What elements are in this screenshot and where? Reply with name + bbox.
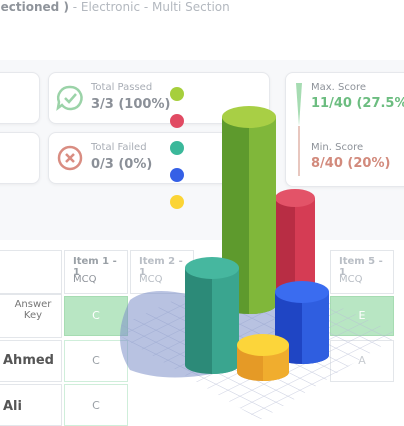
row-label: Ali: [3, 399, 22, 414]
row-label: Answer Key: [14, 299, 52, 321]
top: [275, 281, 329, 303]
dot: [170, 168, 184, 182]
failed-icon: [57, 145, 83, 171]
top: [222, 106, 276, 128]
row-label: Ahmed: [3, 353, 54, 368]
score-bar: [296, 83, 302, 176]
card-clipped: [0, 72, 40, 124]
max-value: 11/40 (27.5%): [311, 96, 404, 111]
answer: A: [358, 354, 366, 367]
passed-icon: [56, 85, 83, 111]
failed-label: Total Failed: [91, 142, 147, 153]
row-label-cell: Ahmed: [0, 340, 62, 382]
passed-value: 3/3 (100%): [91, 97, 171, 112]
min-label: Min. Score: [311, 142, 364, 153]
page-title: Sectioned ) - Electronic - Multi Section: [0, 0, 230, 14]
top: [237, 334, 289, 356]
dot: [170, 195, 184, 209]
item-type: MCQ: [339, 274, 363, 285]
min-value: 8/40 (20%): [311, 156, 391, 171]
dot: [170, 114, 184, 128]
title-rest: - Electronic - Multi Section: [72, 0, 230, 14]
top: [275, 189, 315, 207]
bar-top: [296, 83, 302, 126]
answer: C: [92, 399, 100, 412]
bubble: [56, 85, 83, 111]
body-light: [249, 117, 276, 314]
cylinder-red: [275, 189, 315, 305]
failed-value: 0/3 (0%): [91, 157, 153, 172]
passed-card: Total Passed 3/3 (100%): [48, 72, 270, 124]
passed-label: Total Passed: [91, 82, 153, 93]
cylinder-teal: [185, 257, 239, 374]
corner-cell: [0, 250, 62, 294]
header-cell: Item 2 - 1 MCQ: [130, 250, 194, 294]
card-clipped: [0, 132, 40, 184]
item-header: Item 5 - 1: [339, 256, 383, 278]
item-header: Item 1 - 1: [73, 256, 117, 278]
answer-cell: C: [64, 340, 128, 382]
top: [185, 257, 239, 279]
body-light: [212, 268, 239, 374]
header-cell: Item 1 - 1 MCQ: [64, 250, 128, 294]
check: [64, 93, 77, 104]
item-type: MCQ: [73, 274, 97, 285]
header-cell: Item 5 - 1 MCQ: [330, 250, 394, 294]
dot: [170, 87, 184, 101]
cylinder-yellow: [237, 334, 289, 381]
item-type: MCQ: [139, 274, 163, 285]
row-label-cell: Answer Key: [0, 294, 62, 338]
max-label: Max. Score: [311, 82, 367, 93]
item-header: Item 2 - 1: [139, 256, 183, 278]
title-main: Sectioned ): [0, 0, 69, 14]
answer: E: [358, 309, 366, 322]
score-card: Max. Score 11/40 (27.5%) Min. Score 8/40…: [285, 72, 404, 187]
answer: C: [92, 309, 100, 322]
answer: C: [92, 354, 100, 367]
answer-cell: C: [64, 384, 128, 426]
cross: [65, 153, 75, 163]
dot: [170, 141, 184, 155]
body-light: [302, 292, 329, 364]
ring: [57, 145, 83, 171]
row-label-cell: Ali: [0, 384, 62, 426]
body-light: [295, 198, 315, 305]
